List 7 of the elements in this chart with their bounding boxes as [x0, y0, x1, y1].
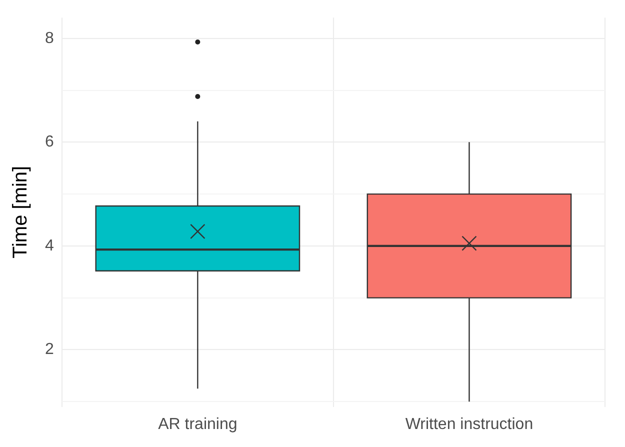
x-tick-label: AR training [158, 416, 238, 433]
y-axis-title: Time [min] [10, 166, 32, 259]
x-tick-label: Written instruction [405, 416, 534, 433]
y-tick-label: 6 [44, 134, 54, 151]
y-tick-label: 2 [44, 341, 54, 358]
y-tick-label: 8 [44, 30, 54, 47]
y-tick-label: 4 [44, 237, 54, 254]
